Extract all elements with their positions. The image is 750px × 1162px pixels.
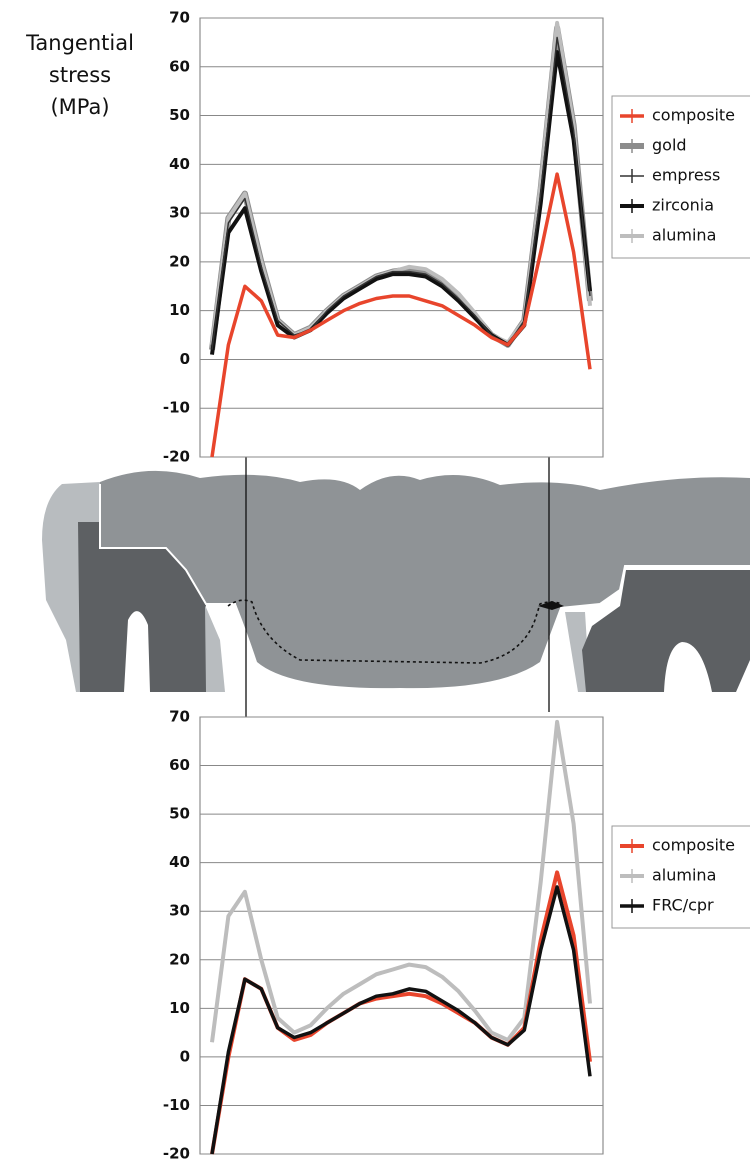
legend-label: composite bbox=[652, 836, 735, 855]
legend-label: alumina bbox=[652, 226, 716, 245]
y-tick-label: 60 bbox=[169, 756, 190, 774]
y-tick-label: 70 bbox=[169, 708, 190, 726]
legend-label: FRC/cpr bbox=[652, 896, 714, 915]
y-tick-label: 40 bbox=[169, 155, 190, 173]
y-axis-label: stress bbox=[49, 63, 111, 87]
series-line bbox=[210, 719, 592, 1043]
y-tick-label: -10 bbox=[163, 1096, 190, 1114]
y-tick-label: -20 bbox=[163, 1145, 190, 1162]
series-line bbox=[210, 172, 592, 458]
series-line bbox=[211, 36, 591, 350]
y-tick-label: -20 bbox=[163, 448, 190, 466]
legend-label: gold bbox=[652, 136, 687, 155]
legend-label: zirconia bbox=[652, 196, 714, 215]
fiber-line bbox=[227, 599, 563, 664]
legend-label: alumina bbox=[652, 866, 716, 885]
pontic bbox=[100, 470, 750, 689]
y-axis-label: (MPa) bbox=[50, 95, 109, 119]
y-tick-label: 30 bbox=[169, 902, 190, 920]
bridge-diagram bbox=[42, 252, 750, 885]
y-tick-label: 40 bbox=[169, 853, 190, 871]
y-tick-label: -10 bbox=[163, 399, 190, 417]
y-tick-label: 20 bbox=[169, 950, 190, 968]
y-tick-label: 50 bbox=[169, 805, 190, 823]
y-tick-label: 10 bbox=[169, 999, 190, 1017]
legend bbox=[611, 95, 750, 259]
y-tick-label: 0 bbox=[180, 350, 190, 368]
legend-label: empress bbox=[652, 166, 720, 185]
outline bbox=[99, 484, 750, 609]
fiber-end bbox=[538, 601, 564, 610]
y-tick-label: 20 bbox=[169, 252, 190, 270]
legend-box bbox=[611, 95, 750, 259]
y-tick-label: 0 bbox=[180, 1047, 190, 1065]
right-abutment bbox=[582, 570, 750, 692]
y-tick-label: 30 bbox=[169, 204, 190, 222]
series-line bbox=[210, 885, 592, 1155]
y-axis-label: Tangential bbox=[25, 31, 134, 55]
y-tick-label: 70 bbox=[169, 9, 190, 27]
y-tick-label: 60 bbox=[169, 57, 190, 75]
y-tick-label: 50 bbox=[169, 106, 190, 124]
y-tick-label: 10 bbox=[169, 301, 190, 319]
legend-label: composite bbox=[652, 106, 735, 125]
left-abutment bbox=[78, 522, 206, 692]
